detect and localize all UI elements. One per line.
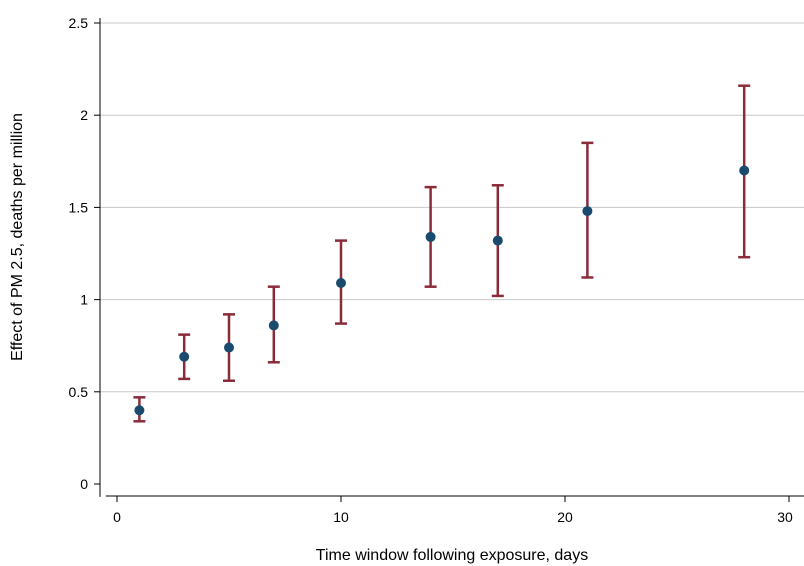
data-point <box>739 165 750 176</box>
data-point <box>582 206 593 217</box>
x-tick-label: 20 <box>557 509 573 525</box>
grid-lines <box>100 22 804 393</box>
y-tick-label: 1.5 <box>69 199 89 215</box>
x-tick-label: 0 <box>113 509 121 525</box>
x-tick-label: 30 <box>777 509 793 525</box>
data-point <box>268 320 279 331</box>
data-point <box>336 278 346 289</box>
axes <box>94 18 804 502</box>
data-point <box>492 235 503 246</box>
data-point <box>134 405 145 416</box>
y-axis-title: Effect of PM 2.5, deaths per million <box>9 113 26 361</box>
tick-labels: 0 0.5 1 1.5 2 2.5 0 10 20 30 <box>69 15 793 525</box>
data-point <box>425 231 436 242</box>
y-tick-label: 2.5 <box>69 15 89 31</box>
data-point <box>224 342 234 353</box>
x-tick-label: 10 <box>333 509 349 525</box>
x-axis-title: Time window following exposure, days <box>316 547 588 564</box>
y-tick-label: 1 <box>80 292 88 308</box>
y-tick-label: 0.5 <box>69 384 89 400</box>
data-marks <box>133 84 751 423</box>
y-tick-label: 2 <box>80 107 88 123</box>
y-tick-label: 0 <box>80 476 88 492</box>
data-point <box>179 351 190 362</box>
